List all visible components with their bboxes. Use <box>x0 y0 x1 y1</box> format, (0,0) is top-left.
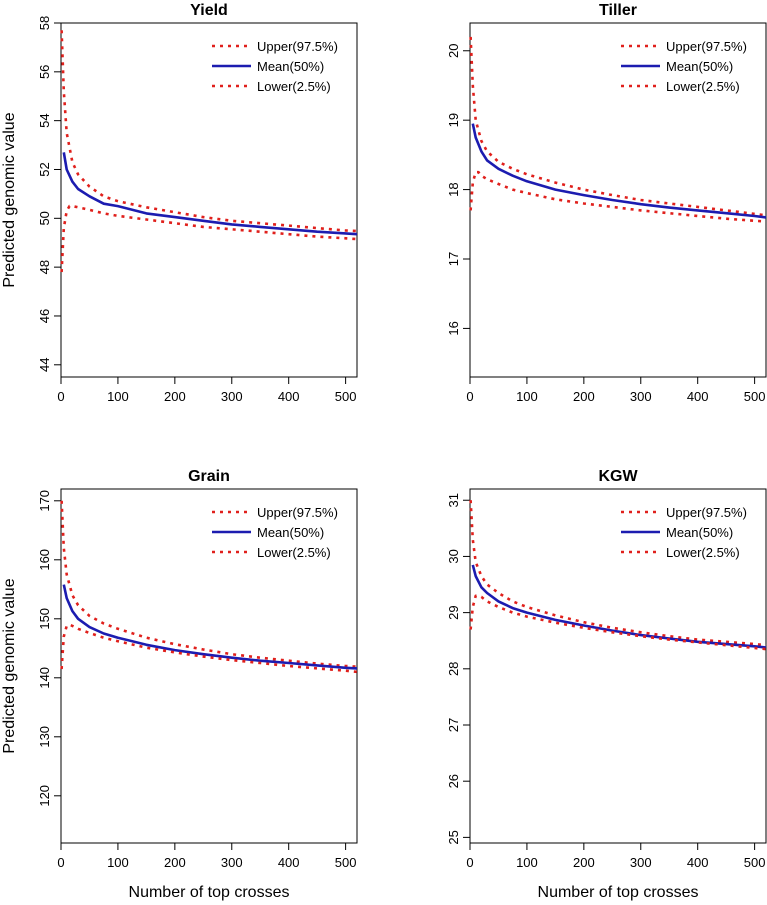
x-tick-label: 0 <box>466 855 473 870</box>
y-tick-label: 20 <box>446 44 461 58</box>
series-line-lower <box>469 170 767 223</box>
x-tick-label: 500 <box>744 855 766 870</box>
x-axis-label: Number of top crosses <box>538 884 699 901</box>
x-tick-label: 500 <box>335 389 357 404</box>
y-tick-label: 27 <box>446 718 461 732</box>
legend-label: Lower(2.5%) <box>666 545 740 560</box>
x-tick-label: 100 <box>516 389 538 404</box>
x-tick-label: 0 <box>57 389 64 404</box>
x-tick-label: 300 <box>630 855 652 870</box>
x-tick-label: 500 <box>744 389 766 404</box>
y-tick-label: 52 <box>37 162 52 176</box>
y-tick-label: 25 <box>446 830 461 844</box>
chart-title: Tiller <box>599 2 637 19</box>
y-tick-label: 16 <box>446 321 461 335</box>
y-tick-label: 56 <box>37 65 52 79</box>
legend-label: Lower(2.5%) <box>666 79 740 94</box>
y-tick-label: 29 <box>446 605 461 619</box>
x-tick-label: 200 <box>573 389 595 404</box>
y-tick-label: 120 <box>37 785 52 807</box>
y-tick-label: 46 <box>37 309 52 323</box>
plot-frame <box>60 22 358 378</box>
x-tick-label: 0 <box>57 855 64 870</box>
plot-frame <box>469 22 767 378</box>
legend-label: Upper(97.5%) <box>257 39 338 54</box>
y-tick-label: 140 <box>37 667 52 689</box>
series-line-upper <box>469 36 767 217</box>
series-line-upper <box>60 30 358 233</box>
panel-kgw: KGW 25 26 27 28 29 30 31 0 100 200 300 400 500 Upper(9… <box>446 468 767 870</box>
chart-title: Yield <box>190 2 228 19</box>
y-tick-label: 54 <box>37 113 52 127</box>
legend-label: Upper(97.5%) <box>666 505 747 520</box>
series-line-upper <box>60 500 358 668</box>
y-tick-label: 150 <box>37 608 52 630</box>
y-tick-label: 170 <box>37 490 52 512</box>
panel-grain: Grain 120 130 140 150 160 170 0 100 200 300 400 500 U… <box>37 468 358 870</box>
chart-title: KGW <box>598 468 638 485</box>
series-line-mean <box>62 152 358 236</box>
y-tick-label: 18 <box>446 182 461 196</box>
legend-label: Mean(50%) <box>666 59 733 74</box>
legend-label: Upper(97.5%) <box>666 39 747 54</box>
series-line-upper <box>469 500 767 647</box>
x-tick-label: 100 <box>107 389 129 404</box>
legend-label: Mean(50%) <box>257 59 324 74</box>
y-tick-label: 50 <box>37 211 52 225</box>
y-tick-label: 44 <box>37 358 52 372</box>
legend-label: Lower(2.5%) <box>257 79 331 94</box>
y-tick-label: 31 <box>446 493 461 507</box>
y-tick-label: 17 <box>446 252 461 266</box>
x-tick-label: 100 <box>516 855 538 870</box>
x-tick-label: 400 <box>687 855 709 870</box>
x-tick-label: 0 <box>466 389 473 404</box>
x-tick-label: 100 <box>107 855 129 870</box>
x-tick-label: 300 <box>630 389 652 404</box>
chart-title: Grain <box>188 468 230 485</box>
panel-yield: Yield 44 46 48 50 52 54 56 58 0 100 200 300 400 500 Upp… <box>37 2 358 404</box>
series-line-mean <box>62 584 358 670</box>
legend-label: Mean(50%) <box>666 525 733 540</box>
series-line-lower <box>469 594 767 651</box>
series-line-mean <box>471 564 767 649</box>
x-tick-label: 400 <box>278 855 300 870</box>
x-tick-label: 200 <box>164 389 186 404</box>
legend-label: Mean(50%) <box>257 525 324 540</box>
y-tick-label: 26 <box>446 774 461 788</box>
series-line-lower <box>60 623 358 674</box>
series-line-lower <box>60 204 358 273</box>
x-tick-label: 200 <box>164 855 186 870</box>
x-tick-label: 300 <box>221 389 243 404</box>
x-axis-label: Number of top crosses <box>129 884 290 901</box>
plot-frame <box>469 488 767 844</box>
x-tick-label: 500 <box>335 855 357 870</box>
x-tick-label: 400 <box>687 389 709 404</box>
series-line-mean <box>471 123 767 219</box>
y-tick-label: 58 <box>37 16 52 30</box>
y-axis-label: Predicted genomic value <box>1 578 18 753</box>
x-tick-label: 300 <box>221 855 243 870</box>
y-tick-label: 160 <box>37 549 52 571</box>
legend-label: Lower(2.5%) <box>257 545 331 560</box>
y-tick-label: 130 <box>37 726 52 748</box>
x-tick-label: 400 <box>278 389 300 404</box>
legend-label: Upper(97.5%) <box>257 505 338 520</box>
y-axis-label: Predicted genomic value <box>1 112 18 287</box>
y-tick-label: 30 <box>446 549 461 563</box>
x-tick-label: 200 <box>573 855 595 870</box>
y-tick-label: 19 <box>446 113 461 127</box>
y-tick-label: 28 <box>446 662 461 676</box>
y-tick-label: 48 <box>37 260 52 274</box>
